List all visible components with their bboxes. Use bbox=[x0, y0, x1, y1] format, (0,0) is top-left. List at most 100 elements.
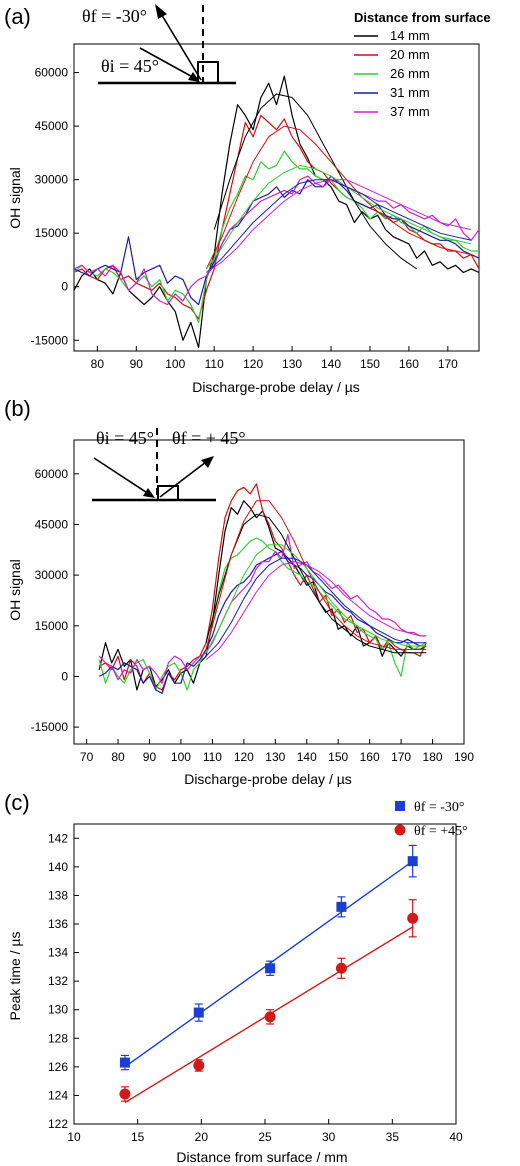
series-line-14-mm bbox=[73, 75, 480, 348]
panel-a-plot-frame bbox=[73, 43, 480, 352]
x-tick-label: 80 bbox=[91, 357, 105, 371]
x-tick-label: 15 bbox=[131, 1130, 145, 1144]
fit-curve-26-mm bbox=[205, 164, 472, 270]
y-tick-label: 45000 bbox=[35, 517, 69, 531]
y-tick-label: 15000 bbox=[35, 226, 69, 240]
y-tick-label: 0 bbox=[61, 669, 68, 683]
panel-c: (c) 122 124 126 128 130 132 134 136 138 140 142 10… bbox=[4, 790, 468, 1165]
fit-curve-14-mm bbox=[213, 93, 417, 270]
theta-f-label: θf = -30° bbox=[82, 6, 147, 26]
legend-items: 14 mm 20 mm 26 mm 31 mm 37 mm bbox=[354, 28, 430, 119]
panel-a-x-axis: 80 90 100 110 120 130 140 150 160 170 bbox=[91, 346, 458, 371]
panel-b-y-axis: -15000 0 15000 30000 45000 60000 bbox=[31, 467, 79, 734]
y-tick-label: 15000 bbox=[35, 619, 69, 633]
fit-curve-37-mm bbox=[206, 179, 472, 273]
series-line-37-mm bbox=[73, 175, 480, 306]
legend-marker-circle bbox=[394, 824, 406, 836]
scattered-arrowhead-icon bbox=[155, 4, 167, 19]
series-line-14-mm bbox=[98, 500, 427, 691]
y-tick-label: -15000 bbox=[31, 333, 69, 347]
data-point-circle bbox=[407, 912, 419, 924]
fit-curve-31-mm bbox=[206, 179, 472, 273]
y-tick-label: 126 bbox=[48, 1060, 68, 1074]
panel-c-y-axis-label: Peak time / µs bbox=[7, 932, 23, 1021]
data-point-square bbox=[407, 856, 418, 867]
data-point-circle bbox=[119, 1088, 131, 1100]
scattered-ray-arrow bbox=[159, 461, 207, 498]
fit-curve-26-mm bbox=[205, 544, 427, 654]
legend-label: θf = +45° bbox=[414, 824, 468, 839]
fit-curve-14-mm bbox=[205, 513, 427, 654]
panel-a-y-axis-label: OH signal bbox=[7, 167, 23, 228]
x-tick-label: 140 bbox=[297, 750, 317, 764]
y-tick-label: 142 bbox=[48, 831, 68, 845]
x-tick-label: 180 bbox=[423, 750, 443, 764]
panel-a-fit-group bbox=[205, 93, 472, 273]
series-line-20-mm bbox=[73, 114, 480, 320]
panel-a-legend: Distance from surface 14 mm 20 mm 26 mm 31 … bbox=[354, 10, 491, 119]
incident-ray-arrow bbox=[93, 457, 153, 497]
panel-b-x-axis-label: Discharge-probe delay / µs bbox=[184, 771, 352, 787]
y-tick-label: 136 bbox=[48, 917, 68, 931]
legend-title: Distance from surface bbox=[354, 10, 491, 25]
panel-c-series-group bbox=[119, 844, 419, 1104]
incident-arrowhead-icon bbox=[188, 72, 200, 82]
x-tick-label: 150 bbox=[328, 750, 348, 764]
x-tick-label: 120 bbox=[234, 750, 254, 764]
x-tick-label: 130 bbox=[282, 357, 302, 371]
incident-ray-arrow bbox=[139, 47, 199, 81]
y-tick-label: 45000 bbox=[35, 119, 69, 133]
legend-label: 37 mm bbox=[390, 104, 430, 119]
y-tick-label: 0 bbox=[61, 280, 68, 294]
panel-c-legend: θf = -30° θf = +45° bbox=[394, 800, 468, 839]
panel-c-label: (c) bbox=[4, 790, 30, 815]
x-tick-label: 40 bbox=[449, 1130, 463, 1144]
x-tick-label: 160 bbox=[399, 357, 419, 371]
x-tick-label: 170 bbox=[391, 750, 411, 764]
data-point-circle bbox=[193, 1059, 205, 1071]
data-point-square bbox=[336, 901, 347, 912]
data-point-square bbox=[119, 1057, 130, 1068]
x-tick-label: 100 bbox=[171, 750, 191, 764]
panel-a-inset-diagram: θf = -30° θi = 45° bbox=[82, 4, 236, 85]
theta-i-label: θi = 45° bbox=[101, 56, 159, 76]
panel-b-y-axis-label: OH signal bbox=[7, 559, 23, 620]
panel-a: (a) -15000 0 15000 30000 45000 60000 80 90 100 1… bbox=[4, 4, 491, 395]
series-line-37-mm bbox=[98, 533, 427, 684]
series-line-31-mm bbox=[98, 550, 427, 694]
panel-a-y-axis: -15000 0 15000 30000 45000 60000 bbox=[31, 66, 79, 347]
x-tick-label: 170 bbox=[438, 357, 458, 371]
y-tick-label: 30000 bbox=[35, 173, 69, 187]
x-tick-label: 90 bbox=[130, 357, 144, 371]
y-tick-label: 124 bbox=[48, 1088, 68, 1102]
x-tick-label: 70 bbox=[80, 750, 94, 764]
legend-label: 31 mm bbox=[390, 85, 430, 100]
x-tick-label: 10 bbox=[67, 1130, 81, 1144]
theta-f-label: θf = + 45° bbox=[172, 428, 246, 448]
x-tick-label: 30 bbox=[322, 1130, 336, 1144]
data-point-square bbox=[193, 1007, 204, 1018]
theta-i-label: θi = 45° bbox=[96, 428, 154, 448]
x-tick-label: 110 bbox=[203, 750, 222, 764]
x-tick-label: 110 bbox=[205, 357, 224, 371]
x-tick-label: 20 bbox=[195, 1130, 209, 1144]
y-tick-label: -15000 bbox=[31, 720, 69, 734]
y-tick-label: 130 bbox=[48, 1003, 68, 1017]
fit-curve-37-mm bbox=[205, 561, 427, 660]
panel-c-plot-frame bbox=[73, 823, 457, 1125]
y-tick-label: 138 bbox=[48, 888, 68, 902]
panel-b-x-axis: 70 80 90 100 110 120 130 140 150 160 170 180 190 bbox=[80, 739, 474, 764]
legend-label: 14 mm bbox=[390, 28, 430, 43]
panel-b-series-group bbox=[98, 483, 427, 694]
series-line-20-mm bbox=[98, 483, 427, 691]
data-point-circle bbox=[264, 1011, 276, 1023]
fit-curve-31-mm bbox=[205, 557, 427, 657]
panel-c-x-axis-label: Distance from surface / mm bbox=[176, 1149, 347, 1165]
incident-arrowhead-icon bbox=[143, 488, 155, 498]
panel-c-y-axis: 122 124 126 128 130 132 134 136 138 140 142 bbox=[48, 831, 79, 1131]
panel-b-plot-frame bbox=[73, 439, 465, 745]
x-tick-label: 130 bbox=[265, 750, 285, 764]
panel-b: (b) -15000 0 15000 30000 45000 60000 70 80 90 10… bbox=[4, 396, 474, 787]
x-tick-label: 35 bbox=[386, 1130, 400, 1144]
